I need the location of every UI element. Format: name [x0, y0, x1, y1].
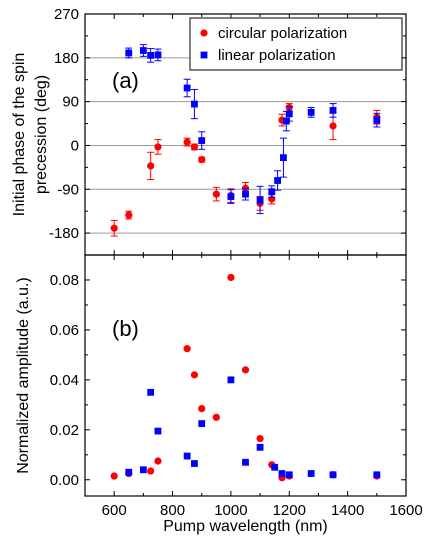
data-point-square [125, 49, 133, 57]
data-point-circle [110, 224, 118, 232]
data-point-square [285, 471, 293, 479]
data-point-square [147, 51, 155, 59]
data-point-square [139, 47, 147, 54]
data-point-square [274, 177, 281, 184]
data-point-circle [183, 345, 191, 353]
data-point-square [227, 376, 235, 384]
data-point-square [307, 470, 315, 477]
panel-label: (a) [112, 68, 139, 93]
data-point-circle [227, 273, 235, 282]
data-point-square [278, 470, 286, 477]
data-point-circle [198, 155, 206, 164]
data-point-circle [125, 211, 133, 219]
y-tick-label: 0.08 [50, 272, 79, 289]
data-point-square [191, 100, 198, 108]
data-point-circle [212, 413, 220, 421]
y-axis-label: Initial phase of the spin precession (deg… [11, 53, 50, 217]
data-point-square [147, 388, 155, 396]
data-point-square [242, 190, 249, 198]
data-point-square [242, 458, 249, 466]
data-point-square [271, 463, 279, 471]
legend-marker-circle [200, 29, 208, 37]
data-point-square [329, 471, 337, 479]
legend-marker-square [200, 51, 208, 59]
data-point-circle [190, 143, 199, 151]
data-point-circle [190, 371, 199, 379]
data-point-square [373, 471, 381, 479]
y-tick-label: 0 [71, 137, 79, 154]
x-tick-label: 800 [160, 502, 185, 519]
y-tick-label: 90 [62, 94, 79, 111]
panel-b: 0.00 0.02 0.04 0.06 0.08 (b) Normalized amplit… [15, 254, 423, 535]
data-point-square [183, 84, 191, 92]
data-point-square [139, 466, 147, 474]
y-tick-label: 180 [54, 50, 79, 67]
y-tick-label: 0.02 [50, 422, 79, 439]
data-point-circle [147, 467, 155, 475]
plot-frame [84, 254, 407, 497]
data-point-square [125, 468, 133, 476]
x-tick-label: 1000 [214, 502, 247, 519]
data-point-square [285, 110, 293, 118]
data-point-square [154, 51, 162, 59]
y-tick-label: 270 [54, 6, 79, 23]
data-point-square [373, 116, 381, 124]
y-axis-label-line: Initial phase of the spin [11, 53, 28, 217]
data-point-square [191, 460, 198, 467]
data-point-square [307, 108, 315, 116]
data-point-square [329, 107, 337, 114]
data-point-square [280, 154, 287, 162]
data-point-circle [110, 472, 118, 480]
x-tick-label: 600 [102, 502, 127, 519]
data-point-square [154, 427, 162, 435]
data-point-circle [154, 457, 162, 465]
panel-label: (b) [112, 316, 139, 341]
y-tick-label: 0.04 [50, 372, 79, 389]
legend-label: circular polarization [218, 25, 347, 42]
data-point-square [268, 188, 276, 196]
data-point-circle [147, 162, 155, 170]
data-point-square [198, 420, 206, 427]
x-tick-label: 1200 [273, 502, 306, 519]
y-axis-label: Normalized amplitude (a.u.) [15, 277, 32, 474]
data-point-square [256, 443, 264, 451]
data-point-circle [198, 404, 206, 413]
x-tick-label: 1600 [389, 502, 422, 519]
panel-a: -180 -90 0 90 180 270 (a) Initial phase of the … [11, 6, 407, 256]
x-tick-label: 1400 [331, 502, 364, 519]
y-tick-label: -90 [57, 181, 79, 198]
data-point-square [198, 137, 206, 144]
data-point-circle [212, 190, 220, 198]
y-axis-label-line: precession (deg) [33, 75, 50, 194]
data-point-circle [241, 366, 250, 374]
data-point-circle [329, 122, 337, 130]
legend-label: linear polarization [218, 47, 336, 64]
data-point-circle [256, 434, 264, 443]
data-point-circle [183, 138, 191, 146]
data-point-circle [154, 143, 162, 151]
x-axis-label: Pump wavelength (nm) [163, 518, 328, 535]
y-tick-label: 0.00 [50, 472, 79, 489]
y-tick-label: 0.06 [50, 322, 79, 339]
y-tick-label: -180 [49, 225, 79, 242]
data-point-square [256, 196, 264, 204]
data-point-square [183, 452, 191, 460]
legend-box [189, 17, 403, 71]
data-point-square [227, 193, 235, 200]
